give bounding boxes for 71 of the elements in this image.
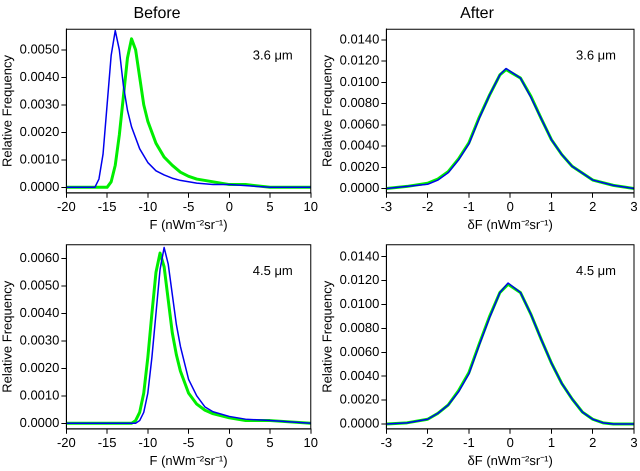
- x-tick-label: 0: [506, 435, 514, 450]
- y-axis-title: Relative Frequency: [0, 280, 14, 393]
- x-axis-title: δF (nWm⁻²sr⁻¹): [468, 216, 553, 232]
- x-axis-title: F (nWm⁻²sr⁻¹): [150, 216, 228, 232]
- y-tick-label: 0.0140: [340, 31, 380, 46]
- y-tick-label: 0.0120: [340, 272, 380, 288]
- x-tick-label: 1: [548, 199, 556, 214]
- x-tick-label: -15: [98, 435, 116, 450]
- y-tick-label: 0.0000: [20, 178, 60, 194]
- y-tick-label: 0.0020: [340, 158, 380, 174]
- y-tick-label: 0.0080: [340, 95, 380, 110]
- y-tick-label: 0.0010: [20, 151, 60, 166]
- x-tick-label: 1: [548, 435, 556, 450]
- x-tick-label: -15: [98, 199, 116, 214]
- y-tick-label: 0.0120: [340, 52, 380, 68]
- x-tick-label: 5: [266, 435, 274, 450]
- y-tick-label: 0.0040: [20, 68, 60, 84]
- y-tick-label: 0.0000: [20, 414, 60, 430]
- chart-title: After: [460, 5, 495, 22]
- y-tick-label: 0.0040: [20, 305, 60, 320]
- y-axis-title: Relative Frequency: [0, 54, 14, 167]
- x-axis-title: δF (nWm⁻²sr⁻¹): [468, 452, 553, 468]
- y-tick-label: 0.0050: [20, 278, 60, 293]
- x-tick-label: 0: [226, 435, 233, 450]
- y-tick-label: 0.0000: [340, 180, 380, 196]
- y-tick-label: 0.0030: [20, 96, 60, 112]
- x-tick-label: -10: [138, 199, 158, 214]
- y-tick-label: 0.0050: [20, 41, 60, 56]
- y-tick-label: 0.0100: [340, 74, 380, 89]
- y-tick-label: 0.0020: [20, 124, 60, 139]
- x-tick-label: -1: [463, 199, 475, 214]
- y-tick-label: 0.0020: [340, 392, 380, 407]
- y-tick-label: 0.0080: [340, 320, 380, 336]
- annotation: 3.6 μm: [252, 47, 293, 62]
- y-tick-label: 0.0100: [340, 296, 380, 312]
- x-tick-label: -20: [56, 199, 76, 214]
- y-axis-title: Relative Frequency: [319, 280, 334, 393]
- x-tick-label: 10: [304, 199, 318, 214]
- x-tick-label: -5: [182, 435, 194, 450]
- y-tick-label: 0.0040: [340, 138, 380, 153]
- x-tick-label: -20: [56, 435, 76, 450]
- y-tick-label: 0.0060: [340, 344, 380, 359]
- x-tick-label: 3: [630, 435, 638, 450]
- x-tick-label: -1: [463, 435, 475, 450]
- annotation: 4.5 μm: [252, 262, 293, 278]
- x-tick-label: -2: [422, 199, 434, 214]
- x-tick-label: 3: [630, 199, 638, 214]
- annotation: 3.6 μm: [576, 47, 616, 62]
- x-axis-title: F (nWm⁻²sr⁻¹): [150, 452, 228, 468]
- x-tick-label: -10: [138, 435, 158, 450]
- x-tick-label: 2: [589, 199, 596, 214]
- x-tick-label: 2: [589, 435, 596, 450]
- x-tick-label: 5: [266, 199, 274, 214]
- x-tick-label: -2: [422, 435, 434, 450]
- x-tick-label: -3: [380, 199, 392, 214]
- y-tick-label: 0.0010: [20, 387, 60, 402]
- y-tick-label: 0.0040: [340, 368, 380, 383]
- x-tick-label: 10: [304, 435, 318, 450]
- y-tick-label: 0.0060: [20, 250, 60, 266]
- x-tick-label: 0: [226, 199, 233, 214]
- y-axis-title: Relative Frequency: [319, 54, 334, 167]
- x-tick-label: -5: [182, 199, 194, 214]
- annotation: 4.5 μm: [576, 262, 616, 278]
- x-tick-label: 0: [506, 199, 514, 214]
- y-tick-label: 0.0000: [340, 416, 380, 431]
- x-tick-label: -3: [380, 435, 392, 450]
- y-tick-label: 0.0140: [340, 248, 380, 264]
- y-tick-label: 0.0060: [340, 116, 380, 132]
- y-tick-label: 0.0030: [20, 332, 60, 348]
- chart-title: Before: [133, 5, 181, 22]
- y-tick-label: 0.0020: [20, 360, 60, 375]
